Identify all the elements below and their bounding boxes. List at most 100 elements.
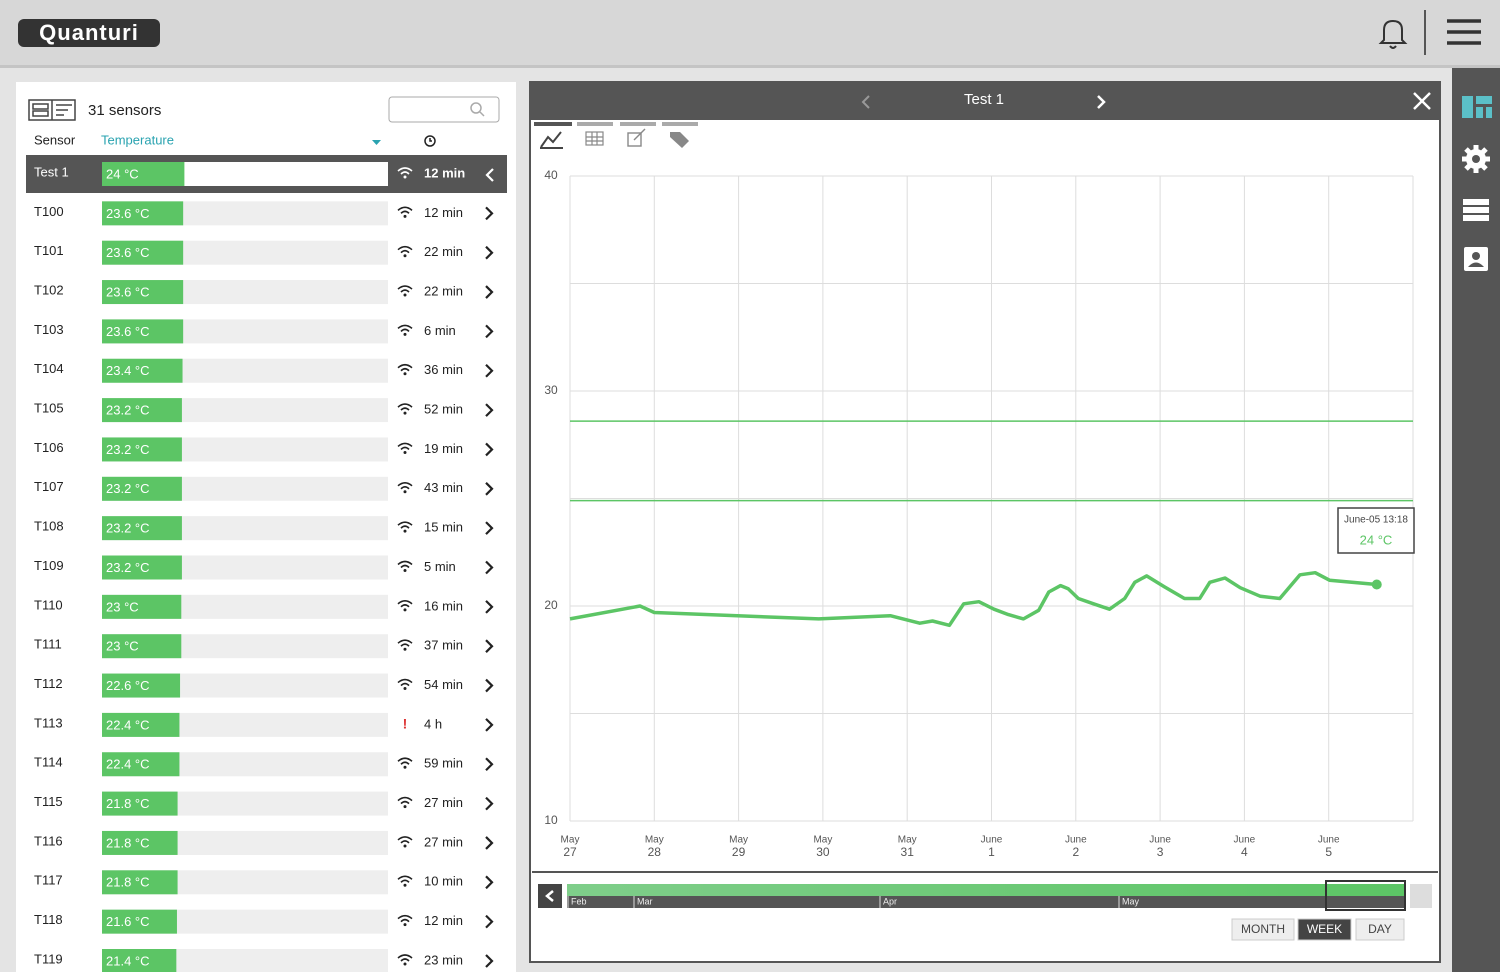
separator [532,871,1438,873]
settings-icon[interactable] [1462,145,1490,173]
temperature-bar [102,437,182,462]
view-toggle[interactable] [28,99,76,121]
logo-box[interactable] [18,19,160,47]
signal-arc [397,363,413,369]
sensor-row[interactable]: T115 21.8 °C 27 min [34,791,494,816]
temperature-bar [102,398,182,423]
sensor-row[interactable]: T107 23.2 °C 43 min [34,476,494,501]
sensor-row[interactable]: T106 23.2 °C 19 min [34,437,494,462]
period-button[interactable] [1231,918,1295,941]
period-button[interactable] [1297,918,1352,941]
search-box[interactable] [388,96,500,123]
sort-arrow[interactable] [372,140,381,145]
sensor-name: T114 [34,755,63,770]
sensor-age: 5 min [424,559,456,574]
row-chevron [485,678,494,693]
tooltip-box [1337,507,1415,554]
signal-arc [400,800,410,805]
period-button[interactable] [1355,918,1405,941]
list-icon[interactable] [1463,199,1489,221]
x-tick-label: June [1234,835,1256,846]
table-tab[interactable] [585,131,604,146]
signal-arc [397,521,413,526]
sensor-row[interactable]: T114 22.4 °C 59 min [34,752,494,777]
sensor-age: 16 min [424,598,463,613]
sensor-age: 12 min [424,913,463,928]
signal-dot [403,254,407,258]
column-header[interactable]: Temperature [101,132,174,147]
notes-tab[interactable] [627,128,646,147]
sensor-row[interactable]: Test 1 24 °C 12 min [26,155,507,193]
sensor-row[interactable]: T101 23.6 °C 22 min [34,240,494,265]
sensor-row[interactable]: T102 23.6 °C 22 min [34,280,494,305]
sensor-row[interactable]: T117 21.8 °C 10 min [34,870,494,895]
column-header[interactable]: Sensor [34,132,76,147]
x-tick-label: May [645,835,664,846]
range-prev-arrow [545,890,554,902]
sensor-row[interactable]: T108 23.2 °C 15 min [34,516,494,541]
sensor-row[interactable]: T110 23 °C 16 min [34,594,494,619]
graph-tab[interactable] [540,131,563,149]
bell-icon[interactable] [1378,19,1408,49]
range-track[interactable] [567,884,1405,896]
contact-icon[interactable] [1464,247,1488,271]
temperature-label: 21.8 °C [106,835,150,850]
sensor-age: 4 h [424,716,442,731]
range-prev[interactable] [538,884,562,908]
chart-tabs [534,122,698,149]
sensor-row[interactable]: T100 23.6 °C 12 min [34,201,494,226]
temperature-bar [102,594,182,619]
sensor-age: 54 min [424,677,463,692]
temperature-label: 23.6 °C [106,245,150,260]
next-sensor[interactable] [1097,95,1106,109]
signal-icon [397,954,413,966]
signal-icon [397,324,413,336]
sensor-age: 23 min [424,952,463,967]
dashboard-icon[interactable] [1462,96,1492,118]
sensor-row[interactable]: T116 21.8 °C 27 min [34,830,494,855]
sensor-row[interactable]: T113 22.4 °C! 4 h [34,712,494,737]
sensor-name: T109 [34,558,64,573]
sensor-count: 31 sensors [88,102,161,119]
prev-sensor[interactable] [861,95,870,109]
sensor-age: 37 min [424,638,463,653]
chart-panel [529,81,1441,963]
signal-icon [397,482,413,494]
signal-arc [397,678,413,684]
signal-icon [397,403,413,415]
temperature-bar [102,516,182,541]
sensor-name: T116 [34,833,63,848]
temperature-bar [102,476,182,501]
tab-indicator [620,122,656,126]
range-next[interactable] [1410,884,1432,908]
signal-dot [403,293,407,297]
signal-arc [397,914,413,920]
signal-dot [403,962,407,966]
menu-icon[interactable] [1447,19,1481,45]
range-selection[interactable] [1325,880,1406,911]
sensor-row[interactable]: T112 22.6 °C 54 min [34,673,494,698]
sensor-row[interactable]: T119 21.4 °C 23 min [34,949,494,972]
signal-icon [397,521,413,533]
last-point[interactable] [1371,579,1382,590]
temperature-bar [102,280,184,305]
sensor-name: T119 [34,951,63,966]
sensor-row[interactable]: T111 23 °C 37 min [34,634,494,659]
sensor-row[interactable]: T104 23.4 °C 36 min [34,358,494,383]
sensor-name: T111 [34,637,62,652]
sensor-row[interactable]: T105 23.2 °C 52 min [34,398,494,423]
signal-arc [397,442,413,448]
sensor-age: 27 min [424,795,463,810]
y-tick-label: 30 [544,383,558,397]
signal-icon [397,167,413,179]
signal-arc [400,879,410,883]
temperature-bar [102,752,180,777]
close-button[interactable] [1413,92,1431,110]
sensor-row[interactable]: T109 23.2 °C 5 min [34,555,494,580]
x-tick-label: 1 [988,845,995,859]
range-label: Mar [637,896,653,906]
sensor-row[interactable]: T103 23.6 °C 6 min [34,319,494,344]
tags-tab[interactable] [670,132,689,148]
chart-panel-header [530,82,1440,120]
sensor-row[interactable]: T118 21.6 °C 12 min [34,909,494,934]
